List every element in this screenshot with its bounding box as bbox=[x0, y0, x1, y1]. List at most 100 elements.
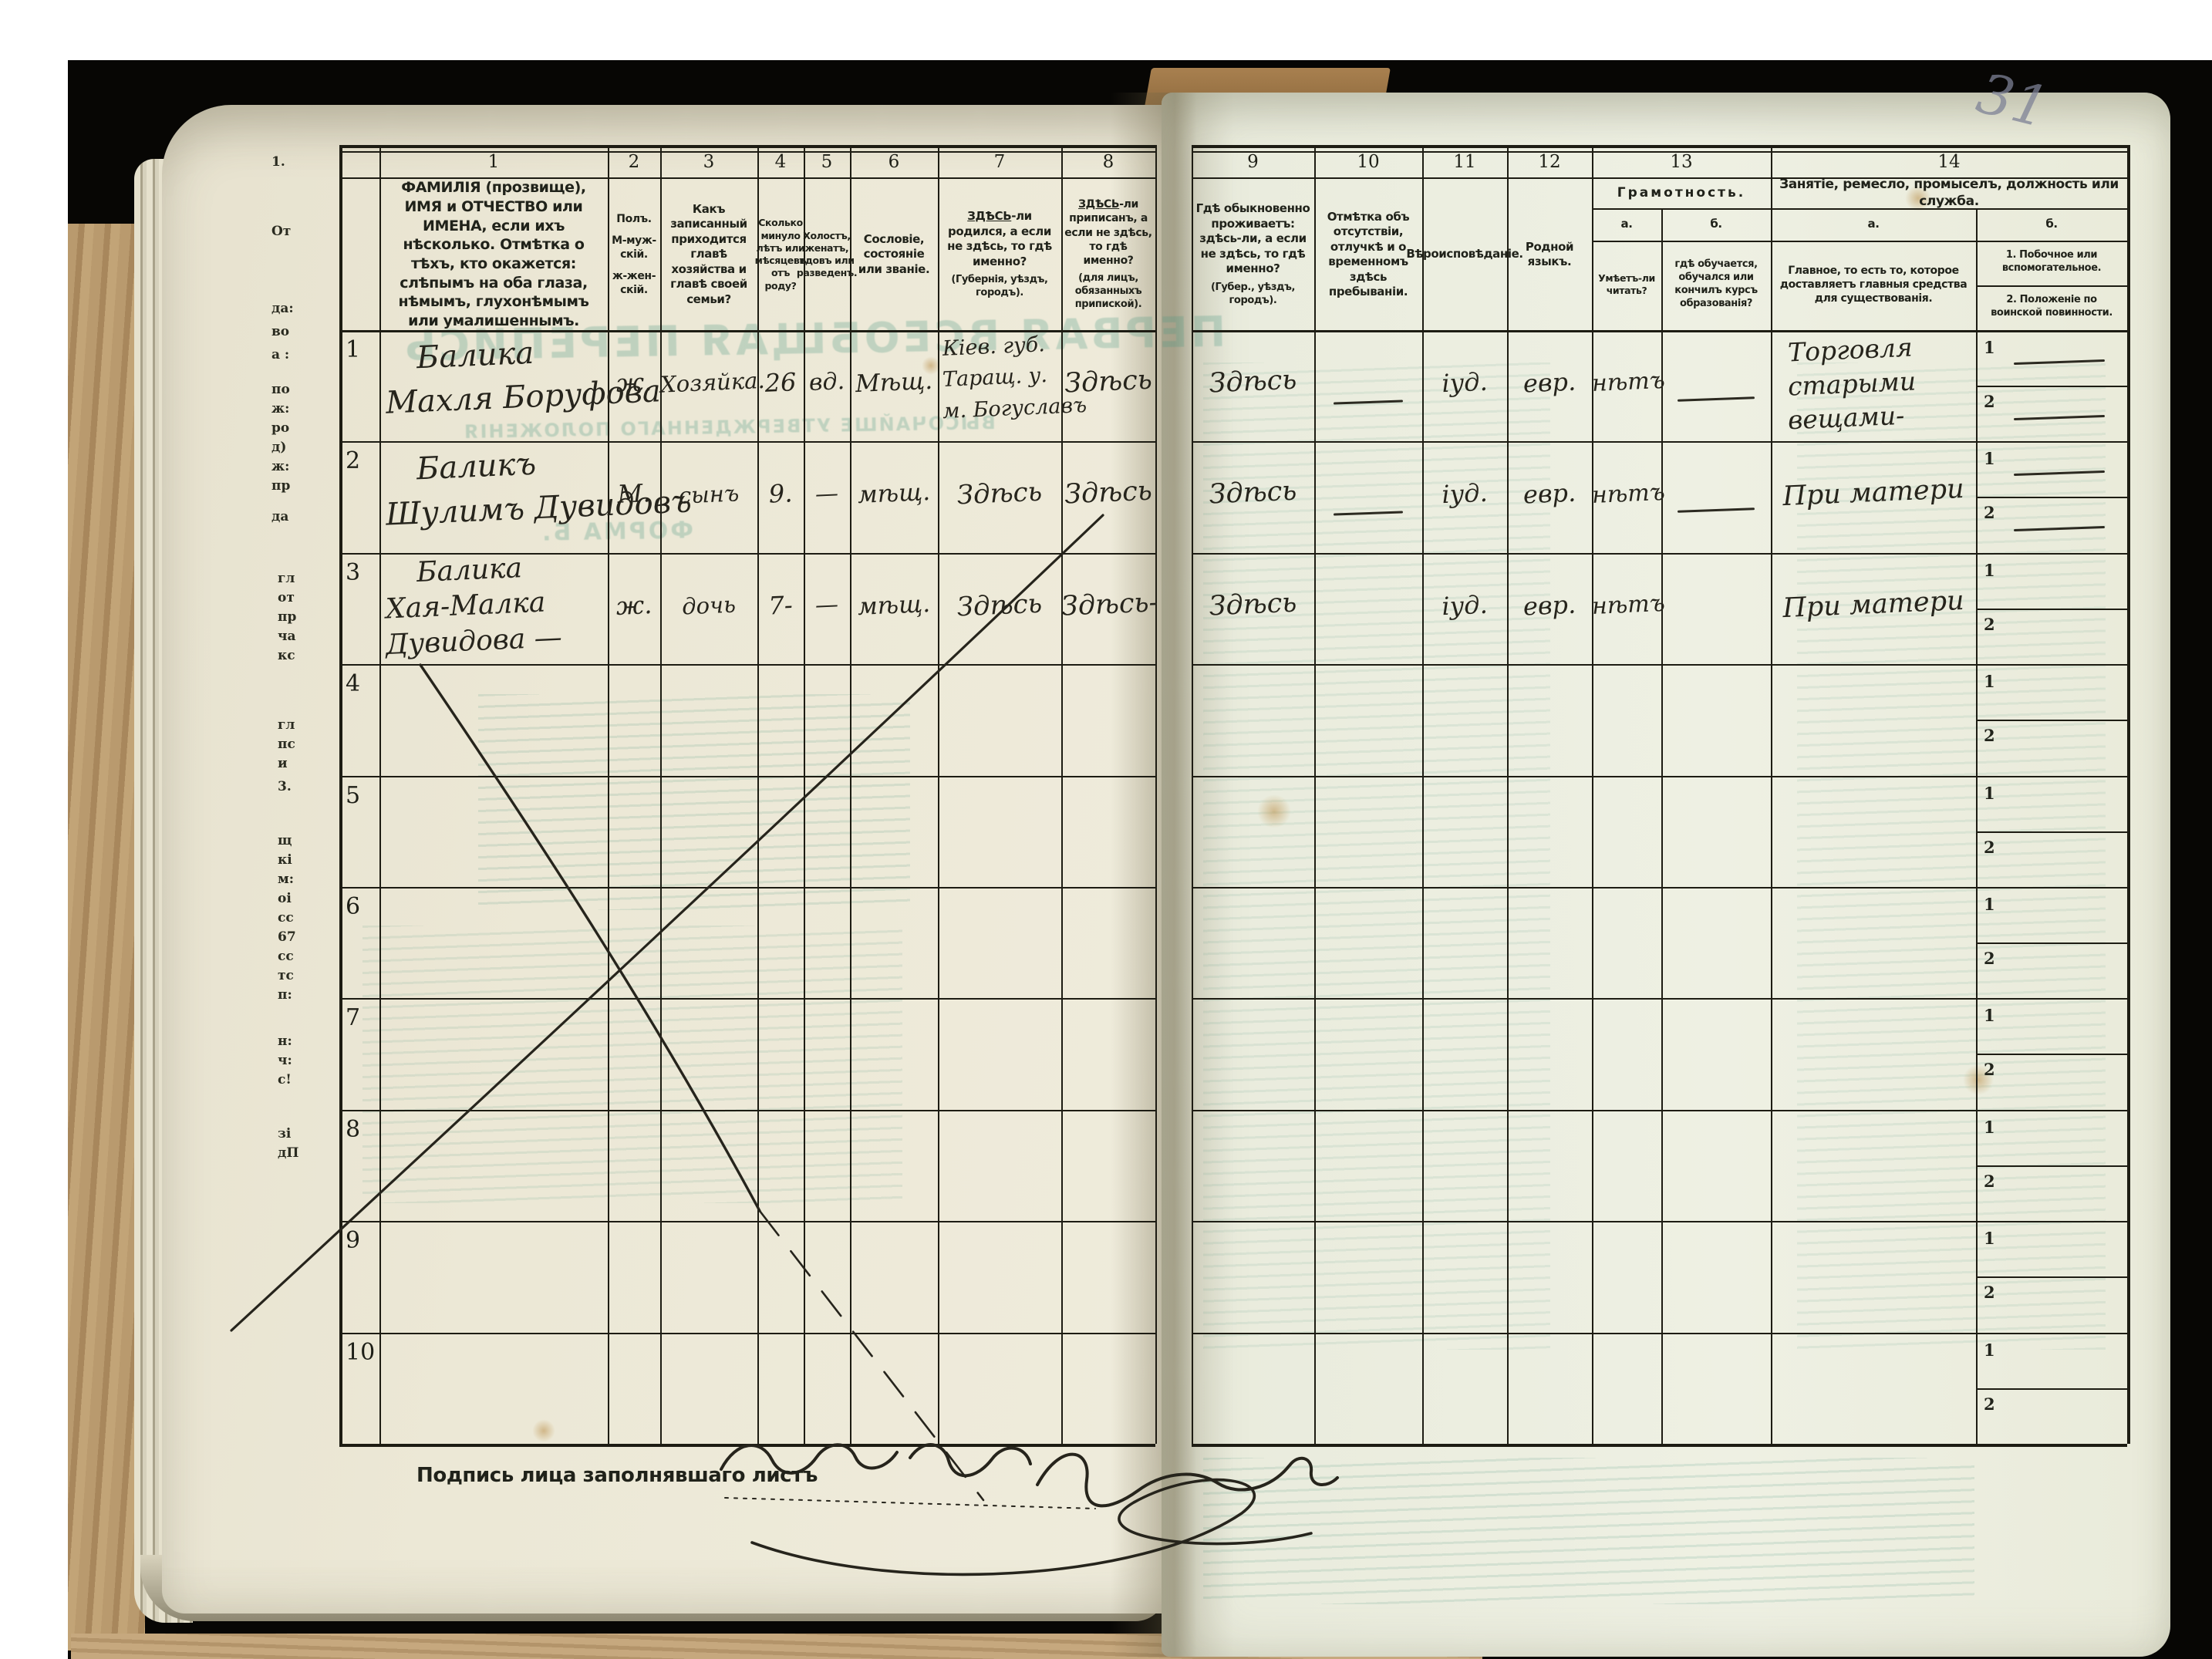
grid-hline bbox=[1192, 441, 2127, 443]
header-age: Сколько минуло лѣтъ или мѣсяцевъ отъ род… bbox=[754, 217, 807, 292]
foxing-spot bbox=[1257, 794, 1291, 828]
column-number: 1 bbox=[487, 152, 500, 172]
grid-hline bbox=[1192, 1221, 2127, 1222]
cell-birthplace: Здѣсь bbox=[956, 476, 1043, 511]
header-birthplace-main: ЗДѢСЬ-ли родился, а если не здѣсь, то гд… bbox=[941, 209, 1058, 269]
grid-hline bbox=[1192, 177, 2127, 179]
side-occupation-sub2: 2 bbox=[1984, 1394, 1995, 1414]
grid-hline bbox=[1192, 553, 2127, 555]
column-number: 3 bbox=[703, 152, 715, 172]
side-occupation-sub2: 2 bbox=[1984, 615, 1995, 634]
column-number: 12 bbox=[1538, 152, 1561, 172]
header-occupation-b1: 1. Побочное или вспомогательное. bbox=[2001, 249, 2102, 274]
header-occupation-a: Главное, то есть то, которое доставляетъ… bbox=[1779, 264, 1968, 305]
header-residence-note: (Губер., уѣздъ, городъ). bbox=[1210, 281, 1296, 306]
cell-language: евр. bbox=[1522, 366, 1576, 399]
row-number: 1 bbox=[346, 336, 361, 363]
edge-fragment-text: ч: bbox=[278, 1053, 292, 1068]
header-sex: Полъ. М-муж-скій. ж-жен-скій. bbox=[609, 180, 659, 329]
grid-hline bbox=[1976, 386, 2127, 387]
cell-estate: Мѣщ. bbox=[855, 366, 933, 398]
edge-fragment-text: ж: bbox=[271, 459, 290, 474]
grid-hline bbox=[1976, 609, 2127, 610]
grid-vline bbox=[1771, 145, 1772, 1444]
grid-hline bbox=[1976, 942, 2127, 944]
edge-fragment-text: д) bbox=[271, 440, 287, 455]
header-sex-male: М-муж-скій. bbox=[612, 234, 656, 261]
header-absence: Отмѣтка объ отсутствіи, отлучкѣ и о врем… bbox=[1327, 209, 1410, 299]
cell-relation: дочь bbox=[681, 591, 737, 620]
header-residence-main: Гдѣ обыкновенно проживаетъ: здѣсь-ли, а … bbox=[1195, 201, 1310, 276]
row-number: 7 bbox=[346, 1004, 361, 1031]
edge-fragment-text: а : bbox=[271, 347, 290, 362]
grid-vline bbox=[1314, 145, 1316, 1444]
foxing-spot bbox=[1963, 1064, 1994, 1095]
grid-hline bbox=[1192, 1333, 2127, 1334]
cell-registered: Здѣсь bbox=[1064, 364, 1153, 400]
foxing-spot bbox=[1905, 185, 1931, 211]
grid-hline bbox=[339, 776, 1155, 777]
row-number: 4 bbox=[346, 670, 361, 697]
column-number: 2 bbox=[628, 152, 640, 172]
edge-fragment-text: пс bbox=[278, 737, 295, 752]
grid-vline bbox=[1976, 208, 1978, 1444]
header-literacy-a-label: а. bbox=[1620, 217, 1633, 231]
bleedthrough-paragraph bbox=[1203, 362, 1550, 1350]
grid-vline bbox=[339, 145, 342, 1444]
header-language: Родной языкъ. bbox=[1525, 239, 1574, 269]
cell-language: евр. bbox=[1522, 589, 1576, 622]
grid-vline bbox=[1422, 145, 1424, 1444]
edge-fragment-text: от bbox=[278, 590, 295, 605]
side-occupation-sub1: 1 bbox=[1984, 1340, 1995, 1360]
grid-hline bbox=[1592, 208, 2127, 210]
header-sex-female: ж-жен-скій. bbox=[612, 270, 656, 297]
column-number: 6 bbox=[888, 152, 900, 172]
column-number: 9 bbox=[1247, 152, 1259, 172]
book-page-right bbox=[1162, 93, 2170, 1657]
edge-fragment-text: пр bbox=[271, 478, 291, 494]
cell-birthplace: Таращ. у. bbox=[942, 363, 1048, 392]
header-literacy-group: Грамотность. bbox=[1617, 184, 1746, 201]
side-occupation-sub1: 1 bbox=[1984, 784, 1995, 803]
cell-estate: мѣщ. bbox=[857, 589, 931, 621]
edge-fragment-text: н: bbox=[278, 1034, 292, 1049]
grid-hline bbox=[339, 330, 1155, 332]
side-occupation-sub1: 1 bbox=[1984, 1006, 1995, 1025]
edge-fragment-text: дП bbox=[278, 1145, 299, 1161]
column-number: 13 bbox=[1670, 152, 1693, 172]
edge-fragment-text: гл bbox=[278, 717, 295, 733]
edge-fragment-text: сс bbox=[278, 949, 294, 964]
grid-hline bbox=[1976, 831, 2127, 833]
grid-vline bbox=[1061, 145, 1063, 1444]
edge-fragment-text: и bbox=[278, 756, 288, 771]
header-registered-rest: -ли приписанъ, а если не здѣсь, то гдѣ и… bbox=[1064, 198, 1152, 267]
cell-literacy: нѣтъ bbox=[1591, 367, 1666, 398]
column-number: 4 bbox=[774, 152, 787, 172]
grid-vline bbox=[608, 145, 609, 1444]
grid-hline bbox=[339, 1221, 1155, 1222]
side-occupation-sub2: 2 bbox=[1984, 949, 1995, 968]
grid-vline bbox=[1507, 145, 1509, 1444]
table-surface-left bbox=[68, 224, 145, 1651]
grid-vline bbox=[757, 145, 759, 1444]
cell-religion: іуд. bbox=[1441, 589, 1489, 622]
row-number: 5 bbox=[346, 782, 361, 809]
row-number: 8 bbox=[346, 1116, 361, 1143]
edge-fragment-text: 3. bbox=[278, 779, 292, 794]
edge-fragment-text: м: bbox=[278, 872, 295, 887]
side-occupation-sub2: 2 bbox=[1984, 1172, 1995, 1191]
edge-fragment-text: п: bbox=[278, 987, 292, 1003]
column-number: 7 bbox=[993, 152, 1006, 172]
cell-marital: вд. bbox=[808, 368, 845, 397]
grid-vline bbox=[2127, 145, 2130, 1444]
cell-name: Баликъ bbox=[416, 446, 537, 487]
side-occupation-sub1: 1 bbox=[1984, 561, 1995, 580]
header-registered-underlined: ЗДѢСЬ bbox=[1078, 198, 1120, 211]
cell-language: евр. bbox=[1522, 477, 1576, 510]
cell-marital: — bbox=[814, 480, 839, 508]
cell-registered: Здѣсь bbox=[1064, 475, 1153, 511]
grid-hline bbox=[1976, 720, 2127, 721]
cell-sex: ж. bbox=[615, 366, 653, 398]
edge-fragment-text: во bbox=[271, 324, 290, 339]
